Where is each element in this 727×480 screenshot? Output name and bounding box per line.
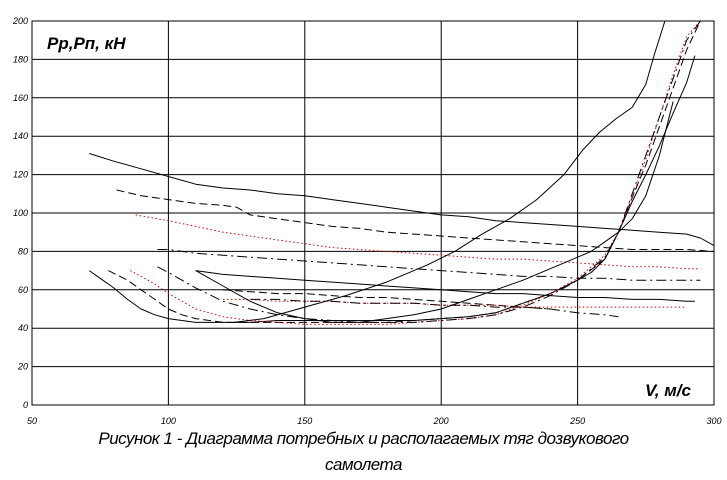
y-tick-label-120: 120 bbox=[13, 170, 28, 180]
y-tick-label-0: 0 bbox=[23, 400, 28, 410]
series-line-12 bbox=[250, 298, 619, 318]
x-tick-label-300: 300 bbox=[706, 416, 721, 426]
series-line-13 bbox=[195, 101, 674, 323]
x-axis-label: V, м/с bbox=[645, 381, 692, 400]
series-line-5 bbox=[89, 55, 696, 323]
x-tick-label-50: 50 bbox=[27, 416, 37, 426]
series-layer bbox=[89, 20, 715, 325]
series-line-8 bbox=[157, 20, 701, 323]
y-tick-label-100: 100 bbox=[13, 208, 28, 218]
x-tick-label-150: 150 bbox=[297, 416, 312, 426]
y-tick-label-140: 140 bbox=[13, 131, 28, 141]
x-tick-label-200: 200 bbox=[433, 416, 449, 426]
y-tick-label-80: 80 bbox=[18, 246, 28, 256]
thrust-chart: 0 20 40 60 80 100 120 140 160 180 200 50 100 150 200 2… bbox=[12, 16, 722, 426]
x-tick-label-100: 100 bbox=[161, 416, 176, 426]
series-line-9 bbox=[195, 270, 695, 302]
x-tick-labels: 50 100 150 200 250 300 bbox=[27, 416, 722, 426]
y-tick-label-20: 20 bbox=[17, 362, 28, 372]
y-tick-label-40: 40 bbox=[18, 323, 28, 333]
y-axis-label: Pp,Pп, кН bbox=[47, 34, 126, 53]
y-tick-label-60: 60 bbox=[18, 285, 28, 295]
series-line-4 bbox=[157, 249, 701, 281]
plot-frame bbox=[31, 20, 715, 406]
y-tick-labels: 0 20 40 60 80 100 120 140 160 180 200 bbox=[12, 16, 28, 410]
series-line-14 bbox=[233, 20, 666, 323]
grid bbox=[31, 20, 715, 406]
y-tick-label-200: 200 bbox=[12, 16, 28, 26]
series-line-10 bbox=[222, 289, 551, 310]
y-tick-label-180: 180 bbox=[13, 54, 28, 64]
series-line-6 bbox=[108, 20, 701, 323]
figure-caption-line-1: Рисунок 1 - Диаграмма потребных и распол… bbox=[98, 429, 629, 448]
series-line-1 bbox=[89, 153, 715, 247]
y-tick-label-160: 160 bbox=[13, 93, 28, 103]
figure-caption-line-2: самолета bbox=[325, 455, 402, 474]
x-tick-label-250: 250 bbox=[569, 416, 585, 426]
